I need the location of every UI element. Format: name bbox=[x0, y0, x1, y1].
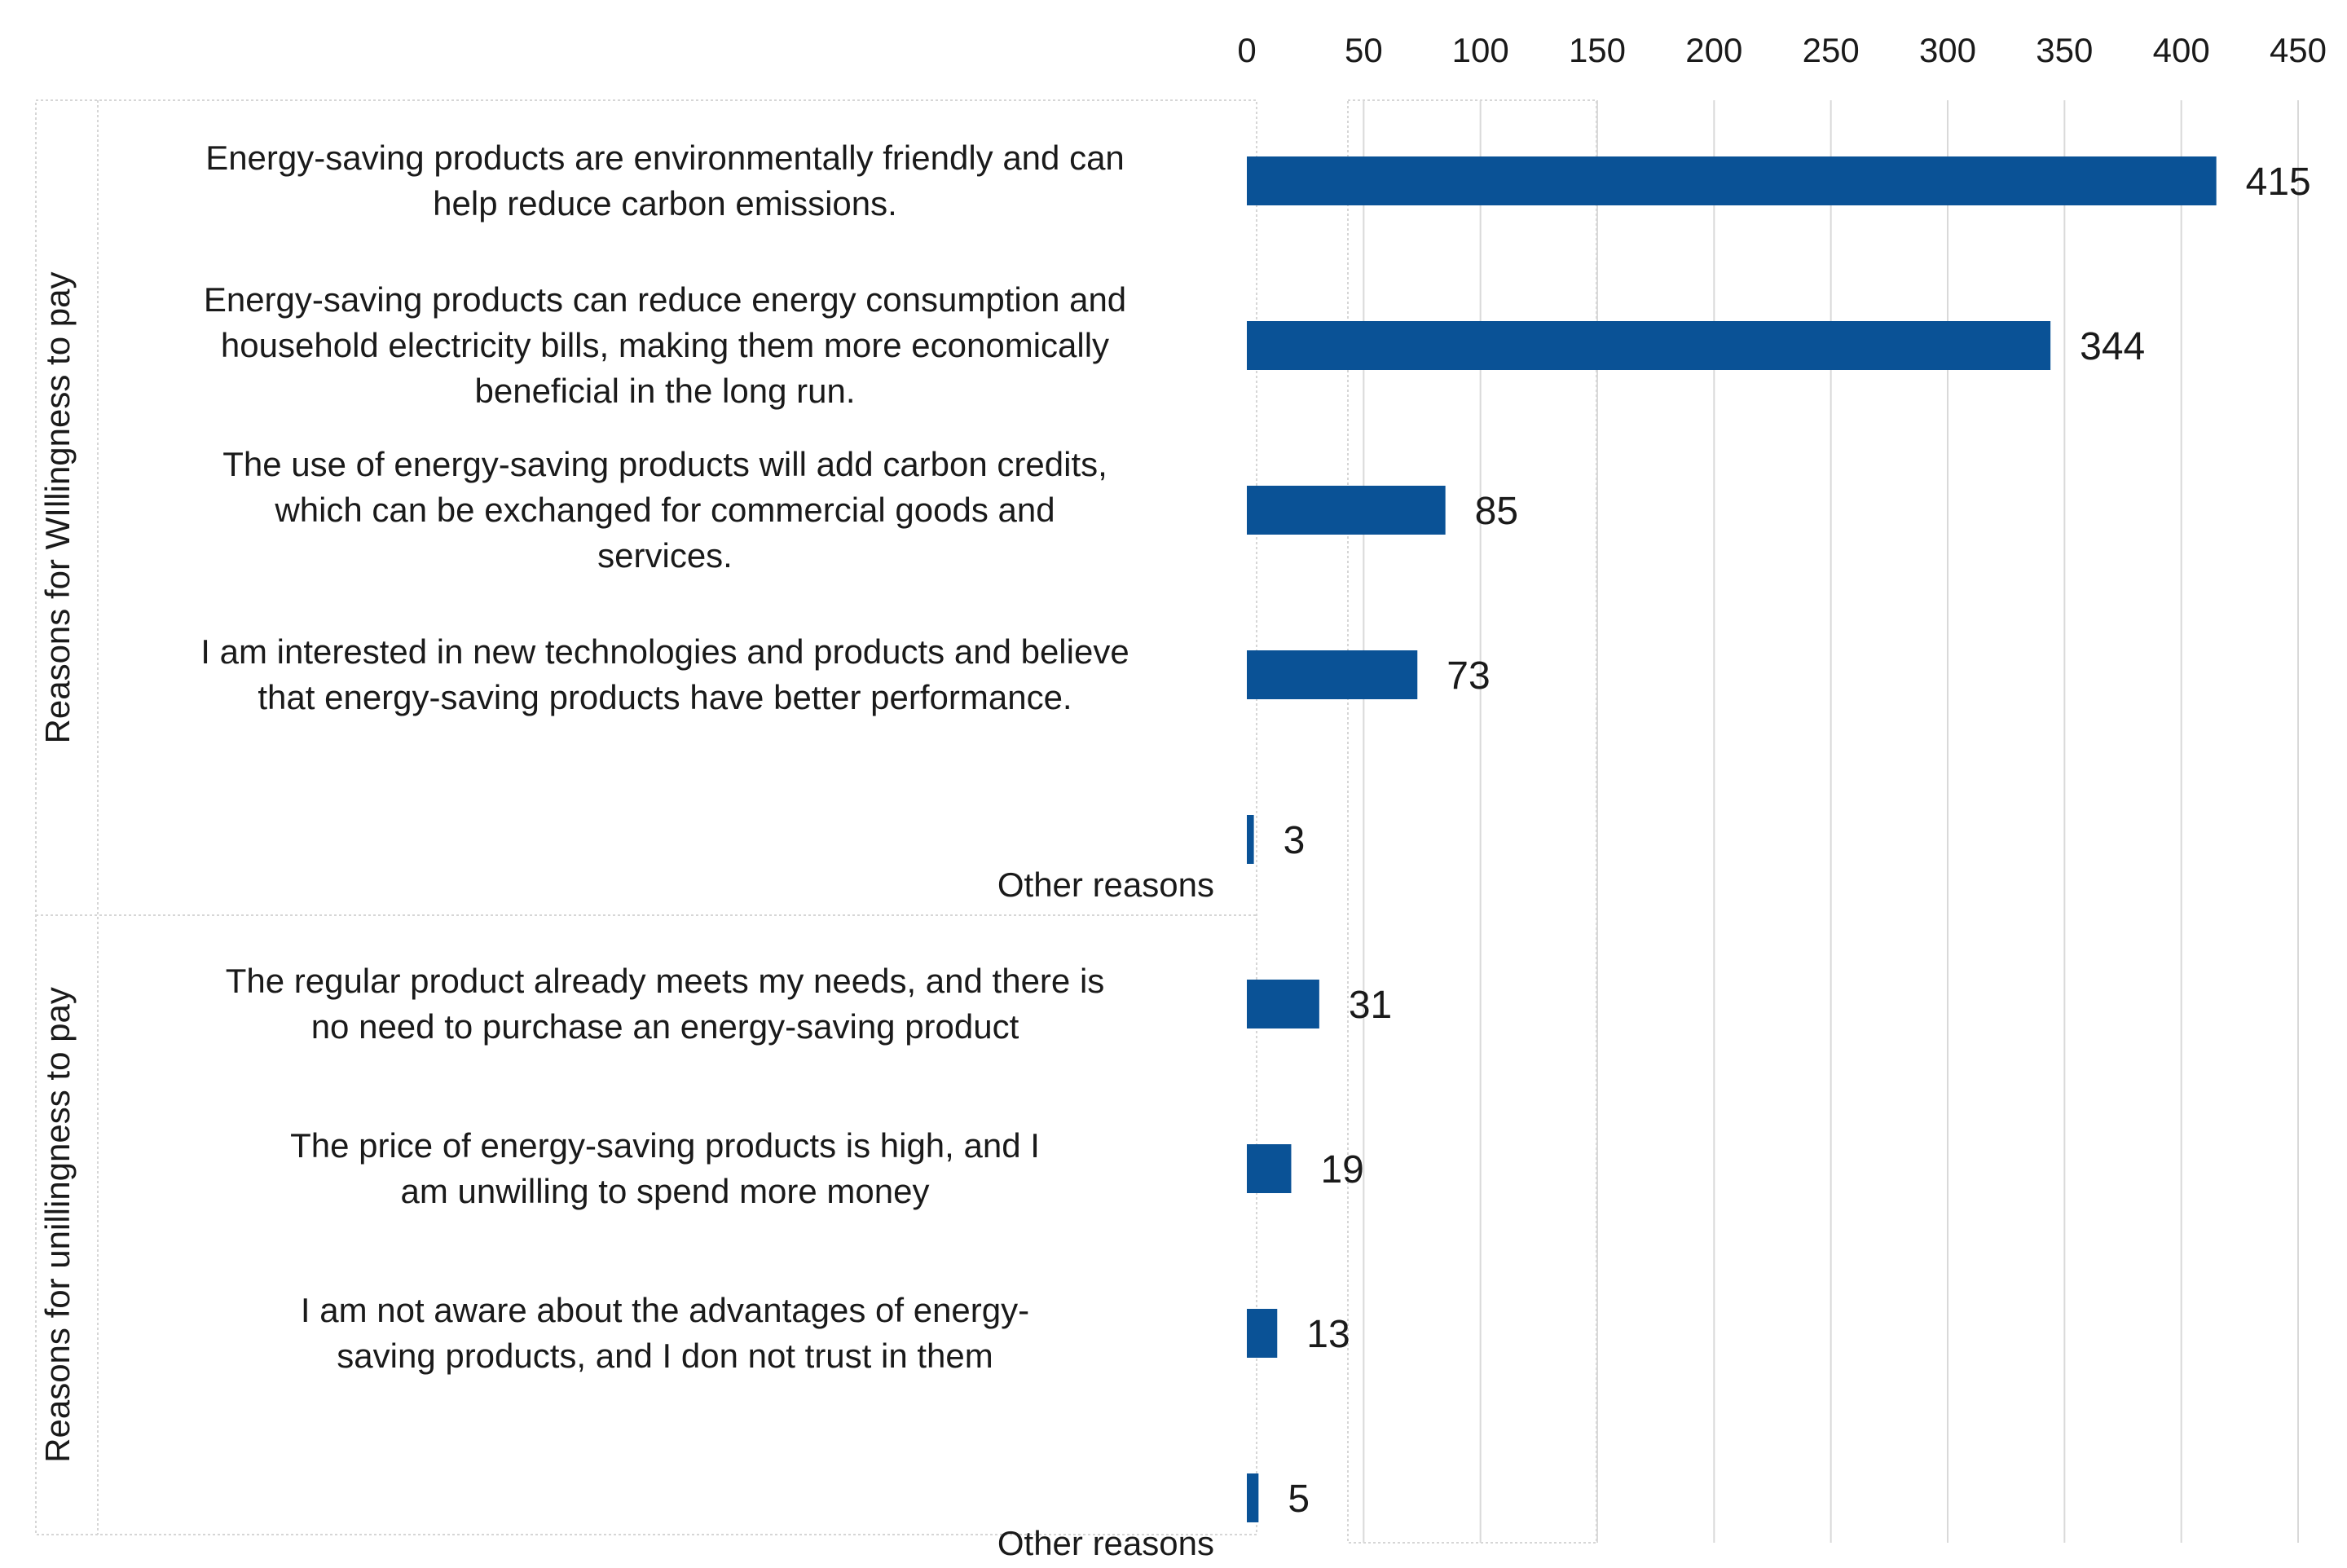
bars bbox=[1247, 156, 2217, 1522]
category-label-line: that energy-saving products have better … bbox=[258, 678, 1072, 716]
bar bbox=[1247, 1473, 1259, 1522]
x-tick-label: 250 bbox=[1803, 31, 1860, 69]
x-tick-label: 300 bbox=[1919, 31, 1976, 69]
data-label: 85 bbox=[1475, 490, 1518, 533]
category-label-line: help reduce carbon emissions. bbox=[433, 184, 897, 222]
category-label-line: am unwilling to spend more money bbox=[401, 1172, 930, 1210]
category-label: I am not aware about the advantages of e… bbox=[301, 1291, 1029, 1375]
category-label: The price of energy-saving products is h… bbox=[290, 1126, 1040, 1210]
bar bbox=[1247, 650, 1418, 699]
bar bbox=[1247, 156, 2217, 205]
category-label-line: no need to purchase an energy-saving pro… bbox=[311, 1007, 1019, 1046]
data-label: 415 bbox=[2246, 161, 2311, 204]
category-label: Energy-saving products are environmental… bbox=[205, 139, 1125, 222]
category-label-line: Energy-saving products are environmental… bbox=[205, 139, 1125, 177]
category-label-line: saving products, and I don not trust in … bbox=[337, 1337, 993, 1375]
value-labels: 415 344 85 73 3 31 19 13 5 bbox=[1284, 161, 2311, 1521]
data-label: 13 bbox=[1306, 1313, 1350, 1356]
category-label-line: beneficial in the long run. bbox=[475, 372, 856, 410]
bar bbox=[1247, 815, 1254, 864]
category-label-line: The price of energy-saving products is h… bbox=[290, 1126, 1040, 1165]
category-label: Energy-saving products can reduce energy… bbox=[204, 280, 1126, 410]
category-label-line: household electricity bills, making them… bbox=[221, 326, 1109, 364]
x-tick-label: 400 bbox=[2153, 31, 2210, 69]
category-panel-border bbox=[35, 99, 1257, 1535]
category-label: The regular product already meets my nee… bbox=[226, 962, 1105, 1046]
category-label: The use of energy-saving products will a… bbox=[222, 445, 1107, 575]
category-label-line: I am interested in new technologies and … bbox=[200, 632, 1129, 671]
category-label: I am interested in new technologies and … bbox=[200, 632, 1129, 716]
x-tick-label: 450 bbox=[2270, 31, 2327, 69]
x-tick-label: 100 bbox=[1452, 31, 1509, 69]
category-label-line: Other reasons bbox=[997, 1524, 1214, 1562]
category-label-line: I am not aware about the advantages of e… bbox=[301, 1291, 1029, 1329]
category-label-line: The regular product already meets my nee… bbox=[226, 962, 1105, 1000]
x-tick-label: 150 bbox=[1569, 31, 1626, 69]
bar bbox=[1247, 486, 1446, 535]
x-tick-label: 350 bbox=[2036, 31, 2093, 69]
category-label: Other reasons bbox=[997, 865, 1214, 904]
data-label: 3 bbox=[1284, 819, 1306, 862]
data-label: 5 bbox=[1288, 1478, 1310, 1521]
data-label: 31 bbox=[1349, 984, 1392, 1027]
x-tick-label: 0 bbox=[1237, 31, 1256, 69]
category-label-line: Energy-saving products can reduce energy… bbox=[204, 280, 1126, 319]
category-labels: Energy-saving products are environmental… bbox=[200, 139, 1214, 1562]
category-label-line: services. bbox=[597, 536, 733, 575]
data-label: 344 bbox=[2080, 325, 2145, 368]
group-labels: Reasons for WIllingness to pay Reasons fo… bbox=[38, 272, 77, 1463]
category-label-line: Other reasons bbox=[997, 865, 1214, 904]
category-label-line: The use of energy-saving products will a… bbox=[222, 445, 1107, 483]
bar bbox=[1247, 321, 2051, 370]
category-label-line: which can be exchanged for commercial go… bbox=[274, 491, 1055, 529]
x-tick-label: 50 bbox=[1345, 31, 1383, 69]
category-label: Other reasons bbox=[997, 1524, 1214, 1562]
group-label: Reasons for WIllingness to pay bbox=[38, 272, 77, 744]
bar bbox=[1247, 1309, 1278, 1358]
data-label: 73 bbox=[1447, 654, 1490, 698]
bar bbox=[1247, 980, 1319, 1028]
data-label: 19 bbox=[1320, 1148, 1363, 1191]
x-tick-label: 200 bbox=[1685, 31, 1742, 69]
plot-area-border bbox=[1347, 99, 1597, 1544]
gridlines bbox=[1363, 100, 2299, 1543]
group-label: Reasons for unillingness to pay bbox=[38, 987, 77, 1463]
bar bbox=[1247, 1144, 1292, 1193]
x-axis-ticks: 0 50 100 150 200 250 300 350 400 450 bbox=[1237, 31, 2327, 69]
